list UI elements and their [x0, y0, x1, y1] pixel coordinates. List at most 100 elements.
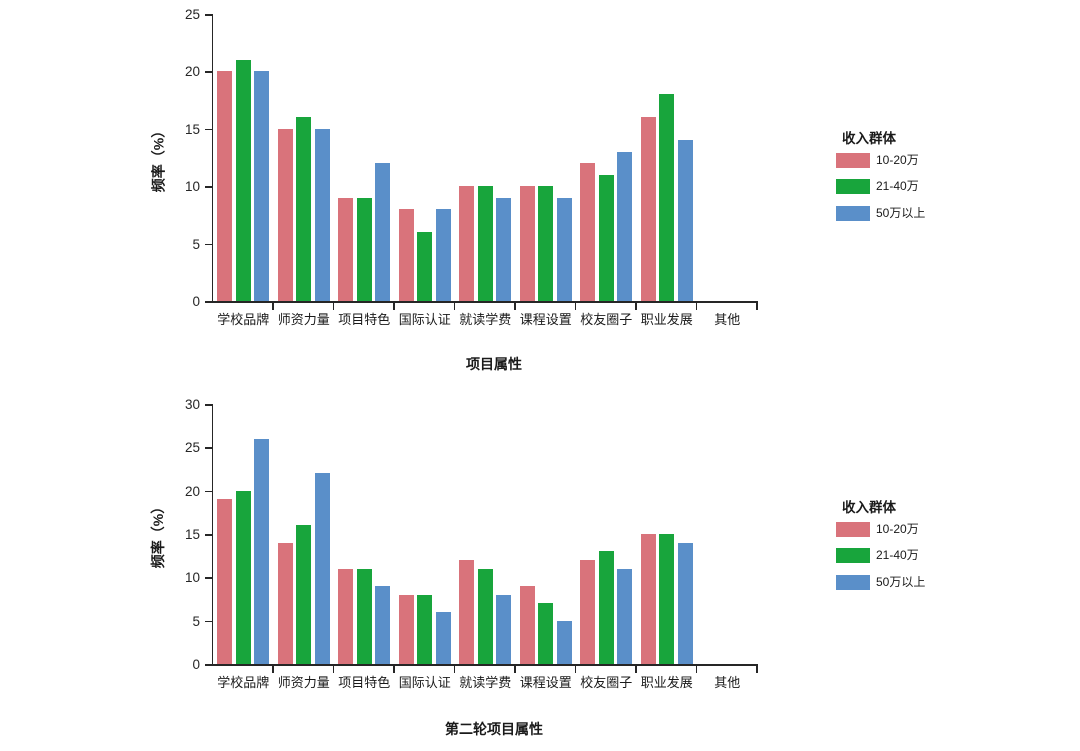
bar-10-20万-就读学费	[459, 560, 475, 664]
y-tick-label: 15	[184, 121, 200, 137]
x-tick	[393, 302, 395, 310]
x-category-label: 课程设置	[519, 675, 572, 690]
y-tick	[204, 490, 212, 493]
bar-10-20万-就读学费	[459, 186, 475, 301]
bar-10-20万-课程设置	[519, 186, 535, 301]
x-axis-line	[211, 664, 758, 666]
bar-50万以上-项目特色	[375, 163, 391, 301]
bar-10-20万-职业发展	[640, 117, 656, 301]
x-category-label: 校友圈子	[580, 312, 633, 327]
x-axis-title: 项目属性	[466, 356, 522, 372]
legend-swatch-50万以上	[836, 205, 870, 221]
legend-label: 10-20万	[876, 521, 919, 536]
y-tick-label: 20	[184, 483, 200, 499]
y-tick	[204, 404, 212, 406]
y-tick	[204, 301, 212, 303]
bar-50万以上-就读学费	[496, 197, 512, 301]
x-category-label: 就读学费	[459, 675, 512, 690]
bar-21-40万-项目特色	[356, 568, 372, 664]
y-tick	[204, 71, 212, 73]
x-category-label: 师资力量	[277, 675, 330, 690]
bar-21-40万-课程设置	[538, 186, 554, 301]
legend-title: 收入群体	[842, 500, 896, 515]
x-tick	[453, 665, 455, 673]
x-tick	[756, 665, 758, 673]
y-axis-line	[211, 404, 213, 666]
x-tick	[272, 302, 274, 310]
bar-21-40万-国际认证	[417, 232, 433, 301]
x-category-label: 学校品牌	[217, 312, 270, 327]
bar-50万以上-师资力量	[314, 473, 330, 664]
bar-21-40万-课程设置	[538, 603, 554, 664]
bar-21-40万-校友圈子	[598, 174, 614, 301]
bar-10-20万-师资力量	[277, 542, 293, 664]
bar-21-40万-就读学费	[477, 568, 493, 664]
x-tick	[574, 665, 576, 673]
bar-10-20万-职业发展	[640, 534, 656, 664]
y-tick	[204, 534, 212, 536]
legend-swatch-21-40万	[836, 179, 870, 194]
y-tick-label: 0	[192, 657, 200, 672]
bar-21-40万-项目特色	[356, 197, 372, 301]
bar-50万以上-国际认证	[435, 209, 451, 301]
bar-50万以上-师资力量	[314, 128, 330, 301]
bar-10-20万-师资力量	[277, 128, 293, 301]
bar-21-40万-职业发展	[659, 534, 675, 664]
bar-10-20万-校友圈子	[580, 560, 596, 664]
x-category-label: 课程设置	[519, 312, 572, 327]
bar-10-20万-项目特色	[338, 568, 354, 664]
legend-label: 21-40万	[876, 548, 919, 562]
x-tick	[453, 302, 455, 310]
x-tick	[635, 302, 637, 310]
x-category-label: 学校品牌	[217, 675, 270, 690]
bar-21-40万-校友圈子	[598, 551, 614, 664]
y-axis-title: 频率（%）	[150, 499, 166, 569]
x-category-label: 项目特色	[338, 675, 391, 690]
y-tick-label: 10	[184, 179, 200, 195]
x-category-label: 其他	[714, 675, 741, 690]
legend-label: 50万以上	[876, 205, 926, 220]
bar-21-40万-就读学费	[477, 186, 493, 301]
y-tick	[204, 186, 212, 188]
x-tick	[332, 302, 334, 310]
x-axis-line	[211, 301, 758, 303]
y-tick	[204, 577, 212, 579]
bar-10-20万-学校品牌	[217, 499, 233, 664]
bar-21-40万-国际认证	[417, 594, 433, 664]
x-tick	[332, 665, 334, 673]
bar-50万以上-就读学费	[496, 594, 512, 664]
bar-50万以上-课程设置	[556, 197, 572, 301]
bar-21-40万-师资力量	[296, 117, 312, 301]
y-tick-label: 30	[184, 397, 200, 412]
y-tick	[204, 14, 212, 16]
bar-21-40万-职业发展	[659, 94, 675, 301]
y-tick	[204, 243, 212, 246]
bar-50万以上-职业发展	[677, 140, 693, 301]
x-tick	[695, 302, 697, 310]
bar-21-40万-学校品牌	[235, 490, 251, 664]
bar-50万以上-学校品牌	[254, 438, 270, 664]
y-tick	[204, 128, 212, 131]
x-tick	[756, 302, 758, 310]
y-tick-label: 20	[184, 64, 200, 80]
bar-50万以上-国际认证	[435, 612, 451, 664]
legend-swatch-10-20万	[836, 521, 870, 537]
bar-10-20万-国际认证	[398, 209, 414, 301]
legend-swatch-10-20万	[836, 152, 870, 168]
y-tick-label: 25	[184, 7, 200, 22]
x-tick	[695, 665, 697, 673]
y-tick	[204, 620, 212, 623]
x-category-label: 项目特色	[338, 312, 391, 327]
y-axis-line	[211, 14, 213, 303]
bar-21-40万-学校品牌	[235, 59, 251, 301]
y-tick	[204, 664, 212, 666]
bar-50万以上-校友圈子	[617, 568, 633, 664]
x-category-label: 国际认证	[398, 312, 451, 327]
y-tick-label: 5	[192, 613, 200, 629]
legend-label: 50万以上	[876, 574, 926, 589]
y-tick-label: 5	[192, 236, 200, 252]
y-tick-label: 15	[184, 527, 200, 542]
